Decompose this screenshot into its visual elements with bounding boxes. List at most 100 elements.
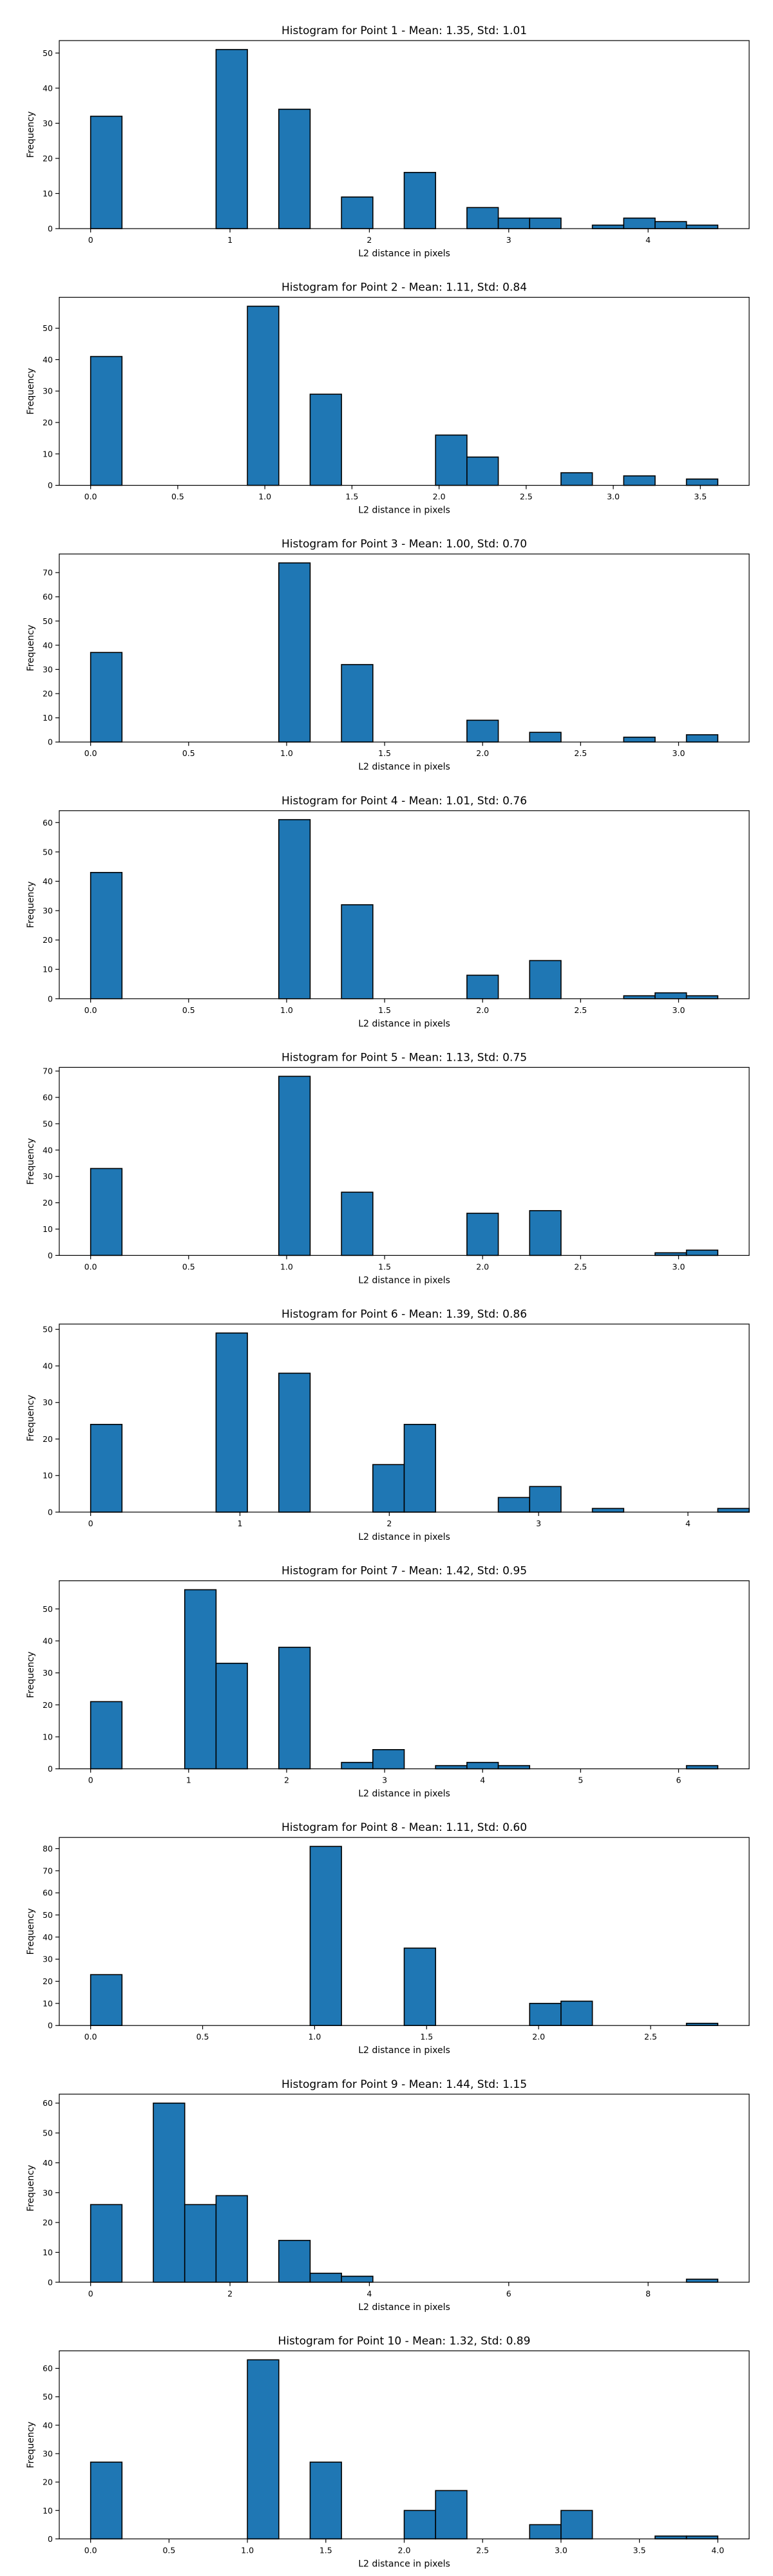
chart-title: Histogram for Point 7 - Mean: 1.42, Std:… [282,1565,527,1578]
histogram-bar [90,652,123,743]
x-axis-label: L2 distance in pixels [358,506,450,516]
x-tick-label: 2.5 [644,2032,657,2041]
histogram-bar [466,1761,499,1770]
x-tick-label: 1.0 [308,2032,321,2041]
y-tick-label: 40 [43,2158,53,2168]
histogram-bar [623,217,656,229]
histogram-bar [341,904,374,999]
y-tick-label: 0 [48,737,53,747]
y-tick-label: 20 [43,689,53,699]
histogram-bar [90,871,123,999]
histogram-panel-7: Histogram for Point 7 - Mean: 1.42, Std:… [26,1565,750,1799]
histogram-bar [654,221,687,229]
x-tick-label: 2 [386,1519,392,1528]
histogram-bar [215,49,248,229]
y-axis-label: Frequency [26,1908,36,1955]
y-axis-label: Frequency [26,2165,36,2211]
x-tick-label: 0.0 [84,2032,97,2041]
histogram-bar [153,2102,186,2283]
y-axis-label: Frequency [26,368,36,414]
y-tick-label: 20 [43,1976,53,1986]
x-axis-label: L2 distance in pixels [358,1275,450,1285]
y-tick-label: 20 [43,2218,53,2228]
x-tick-label: 0.5 [171,492,184,502]
histogram-bar [685,734,719,743]
histogram-bar [90,1974,123,2026]
y-tick-label: 60 [43,1093,53,1103]
histogram-bar [435,2490,468,2540]
y-axis-label: Frequency [26,882,36,928]
y-tick-label: 60 [43,2098,53,2108]
x-axis-label: L2 distance in pixels [358,762,450,772]
histogram-bar [90,355,123,486]
x-tick-label: 2.5 [574,748,587,758]
histogram-bar [372,1749,405,1770]
histogram-bar [717,1508,750,1513]
histogram-bar [529,960,562,999]
histogram-bar [90,1423,123,1513]
y-axis-label: Frequency [26,1395,36,1441]
x-tick-label: 6 [676,1776,681,1785]
y-tick-label: 30 [43,118,53,128]
x-tick-label: 2.5 [574,1262,587,1271]
x-tick-label: 0.0 [84,2545,97,2555]
axes-frame [59,297,750,486]
x-tick-label: 1 [227,235,233,245]
y-axis-label: Frequency [26,625,36,671]
histogram-bar [247,305,280,486]
histogram-bar [529,2524,562,2540]
x-tick-label: 1.5 [378,748,391,758]
x-tick-label: 0 [88,1776,93,1785]
x-axis-label: L2 distance in pixels [358,1532,450,1542]
x-tick-label: 6 [506,2289,511,2298]
histogram-bar [341,1761,374,1770]
y-tick-label: 10 [43,1732,53,1741]
histogram-bar [90,2461,123,2540]
histogram-bar [560,472,593,486]
y-tick-label: 0 [48,224,53,234]
x-tick-label: 2.0 [398,2545,411,2555]
y-tick-label: 40 [43,1636,53,1645]
x-axis-label: L2 distance in pixels [358,1789,450,1799]
histogram-bar [184,2204,217,2283]
x-tick-label: 3 [536,1519,541,1528]
y-tick-label: 60 [43,592,53,601]
x-tick-label: 5 [578,1776,583,1785]
y-tick-label: 50 [43,48,53,58]
histogram-bar [654,2535,687,2540]
x-tick-label: 3.0 [607,492,620,502]
y-tick-label: 30 [43,1397,53,1407]
histogram-bar [278,2240,311,2283]
x-tick-label: 2.0 [476,1262,489,1271]
y-tick-label: 30 [43,1171,53,1181]
histogram-bar [341,1191,374,1256]
x-tick-label: 2.0 [532,2032,545,2041]
histogram-panel-1: Histogram for Point 1 - Mean: 1.35, Std:… [26,24,750,259]
y-tick-label: 60 [43,2363,53,2373]
y-tick-label: 50 [43,1604,53,1614]
x-tick-label: 1.5 [420,2032,433,2041]
y-tick-label: 20 [43,1434,53,1444]
histogram-bar [529,1486,562,1513]
y-tick-label: 20 [43,418,53,428]
y-tick-label: 20 [43,1198,53,1208]
y-tick-label: 10 [43,189,53,198]
y-tick-label: 30 [43,386,53,396]
x-tick-label: 2 [227,2289,233,2298]
y-tick-label: 20 [43,935,53,945]
histogram-bar [654,992,687,999]
histogram-bar [372,1464,405,1513]
histogram-bar [341,2275,374,2283]
chart-title: Histogram for Point 2 - Mean: 1.11, Std:… [282,281,527,294]
chart-title: Histogram for Point 3 - Mean: 1.00, Std:… [282,538,527,551]
histogram-bar [685,995,719,999]
histogram-bar [278,819,311,999]
x-axis-label: L2 distance in pixels [358,249,450,259]
histogram-bar [435,1765,468,1770]
y-tick-label: 60 [43,818,53,828]
histogram-bar [685,2278,719,2283]
x-tick-label: 1.0 [241,2545,254,2555]
histogram-bar [309,1846,342,2026]
x-tick-label: 1.0 [280,1262,293,1271]
histogram-bar [403,1947,436,2027]
